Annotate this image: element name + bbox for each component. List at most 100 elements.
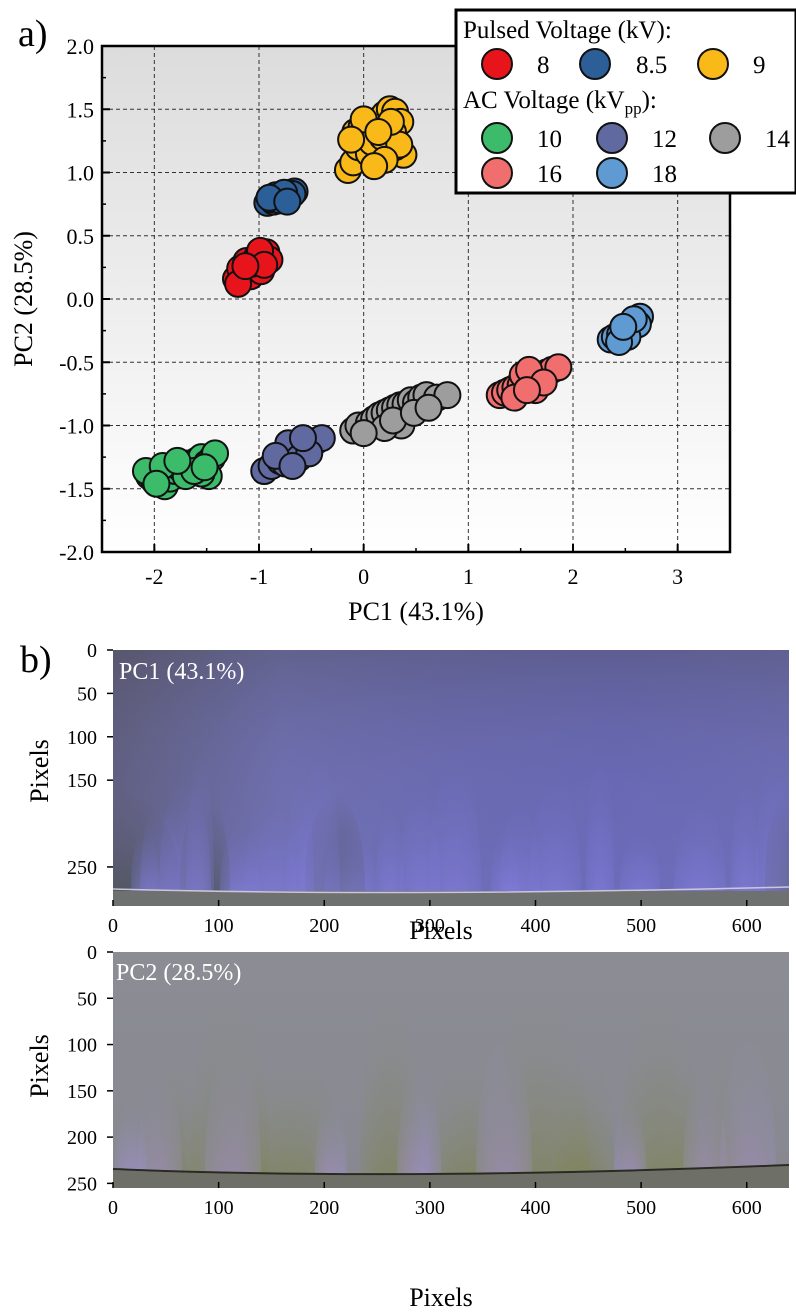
discharge-plume	[731, 778, 759, 906]
scatter-point-16	[512, 376, 541, 405]
pc1-electrode-floor	[113, 891, 789, 906]
y-tick-label: -1.0	[59, 414, 94, 439]
violet-plume	[476, 1040, 532, 1188]
panel-a-label: a)	[18, 13, 48, 55]
legend-label-18: 18	[652, 161, 677, 188]
scatter-points	[131, 95, 654, 501]
y-tick-label: 150	[67, 770, 97, 792]
scatter-point-10	[163, 446, 192, 475]
discharge-plume	[324, 828, 376, 906]
discharge-plume	[376, 803, 404, 906]
discharge-plume	[529, 778, 581, 906]
pc2-x-axis-label: Pixels	[409, 1283, 473, 1312]
violet-plume	[683, 1070, 727, 1188]
legend-label-14: 14	[765, 126, 791, 153]
x-tick-label: 500	[626, 1197, 656, 1219]
pc1-electrode-edge	[113, 886, 789, 894]
x-tick-label: 300	[415, 1197, 445, 1219]
legend-label-9: 9	[753, 52, 766, 79]
legend-marker-14	[709, 122, 741, 154]
y-tick-label: 200	[67, 1127, 97, 1149]
violet-plume	[397, 1070, 441, 1188]
violet-plume	[138, 1070, 182, 1188]
y-tick-label: -2.0	[59, 540, 94, 565]
y-tick-label: 100	[67, 1035, 97, 1057]
y-tick-label: 1.5	[67, 97, 95, 122]
x-tick-label: 400	[521, 915, 551, 937]
y-tick-label: -0.5	[59, 350, 94, 375]
legend-marker-16	[481, 157, 513, 189]
violet-plume	[315, 1100, 347, 1188]
legend-marker-18	[596, 157, 628, 189]
legend: Pulsed Voltage (kV): AC Voltage (kVpp): …	[454, 8, 796, 195]
x-tick-label: 200	[309, 1197, 339, 1219]
pc2-discharge-plumes	[115, 990, 776, 1188]
y-tick-label: 50	[77, 988, 97, 1010]
x-tick-label: -2	[145, 564, 163, 589]
pc2-loading-image-panel: PC2 (28.5%) 0 100 200 300 400 500 600 0 50 100 150…	[25, 942, 789, 1312]
x-tick-label: 300	[415, 915, 445, 937]
x-axis-label: PC1 (43.1%)	[348, 597, 484, 626]
pc1-x-axis-label: Pixels	[409, 916, 473, 945]
x-tick-label: 1	[463, 564, 474, 589]
scatter-point-9	[337, 125, 366, 154]
violet-plume	[205, 1040, 261, 1188]
legend-title-ac-sub: pp	[625, 99, 642, 118]
x-tick-label: 600	[732, 915, 762, 937]
legend-label-10: 10	[537, 126, 562, 153]
discharge-plume	[186, 753, 214, 906]
y-tick-label: 100	[67, 727, 97, 749]
legend-label-16: 16	[537, 161, 562, 188]
legend-box	[454, 8, 796, 195]
pc2-electrode-edge	[113, 1164, 789, 1176]
scatter-plot-panel: -2 -1 0 1 2 32.01.51.00.50.0-0.5-1.0-1.5-2.0 …	[9, 8, 796, 626]
x-tick-label: 0	[358, 564, 369, 589]
pc1-image-label: PC1 (43.1%)	[119, 659, 244, 685]
legend-marker-12	[596, 122, 628, 154]
y-tick-label: 1.0	[67, 161, 95, 186]
legend-items: 8 8.5 9 10 12 14 16 18	[481, 48, 791, 189]
legend-title-ac: AC Voltage (kVpp):	[463, 87, 657, 118]
legend-marker-8.5	[579, 48, 611, 80]
discharge-plume	[620, 828, 660, 906]
y-tick-label: 0	[87, 942, 97, 964]
y-tick-label: 2.0	[67, 34, 95, 59]
y-tick-label: 250	[67, 1173, 97, 1195]
pc2-image-label: PC2 (28.5%)	[116, 960, 241, 986]
discharge-plume	[429, 753, 481, 906]
x-tick-label: 3	[672, 564, 683, 589]
scatter-point-10	[142, 469, 171, 498]
pc2-axis-ticks: 0 100 200 300 400 500 600 0 50 100 150 200 250	[67, 942, 762, 1219]
legend-label-8: 8	[537, 52, 550, 79]
pc2-y-axis-label: Pixels	[25, 1034, 54, 1098]
discharge-plume	[674, 803, 726, 906]
legend-label-12: 12	[652, 126, 677, 153]
discharge-plume	[586, 753, 614, 906]
olive-plume	[555, 1050, 615, 1188]
violet-plume	[720, 1040, 776, 1188]
panel-b-label: b)	[20, 639, 52, 681]
legend-label-8.5: 8.5	[636, 52, 667, 79]
discharge-plume	[755, 753, 789, 906]
scatter-point-8.5	[273, 187, 302, 216]
violet-plume	[614, 1100, 646, 1188]
legend-title-pulsed: Pulsed Voltage (kV):	[463, 17, 672, 44]
y-tick-label: 50	[77, 683, 97, 705]
x-tick-label: 600	[732, 1197, 762, 1219]
scatter-point-18	[609, 312, 638, 341]
pc1-discharge-plumes	[113, 753, 789, 906]
scatter-point-12	[278, 451, 307, 480]
scatter-point-9	[360, 152, 389, 181]
x-tick-label: -1	[250, 564, 268, 589]
scatter-point-14	[414, 393, 443, 422]
scatter-point-9	[364, 118, 393, 147]
discharge-plume	[244, 803, 296, 906]
axis-ticks: -2 -1 0 1 2 32.01.51.00.50.0-0.5-1.0-1.5-2.0	[59, 34, 731, 589]
y-tick-label: 250	[67, 857, 97, 879]
x-tick-label: 0	[108, 1197, 118, 1219]
y-tick-label: 0.5	[67, 224, 95, 249]
scatter-point-10	[190, 453, 219, 482]
x-tick-label: 0	[108, 915, 118, 937]
scatter-point-12	[288, 424, 317, 453]
